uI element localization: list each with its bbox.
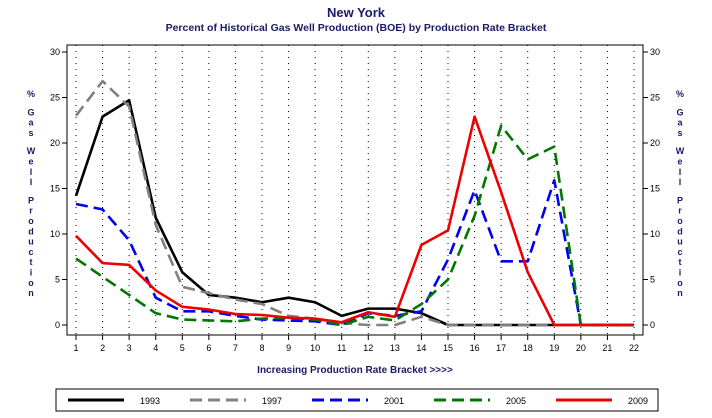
y-axis-label-left: G [27,107,34,117]
y-axis-label-left: r [29,206,33,216]
x-tick-label: 20 [576,343,586,353]
y-axis-label-right: t [679,257,682,267]
y-axis-label-left: W [27,146,36,156]
x-tick-label: 15 [443,343,453,353]
y-axis-label-right: e [677,157,682,167]
x-tick-label: 1 [73,343,78,353]
chart-subtitle: Percent of Historical Gas Well Productio… [166,22,547,34]
x-tick-label: 5 [180,343,185,353]
y-tick-label-right: 5 [650,275,655,285]
x-tick-label: 21 [602,343,612,353]
y-tick-label-right: 30 [650,47,660,57]
y-axis-label-right: s [677,128,682,138]
y-axis-label-left: n [28,288,34,298]
y-axis-label-left: s [28,128,33,138]
y-axis-label-right: o [677,278,683,288]
y-axis-label-left: l [30,177,33,187]
x-tick-label: 4 [153,343,158,353]
y-axis-label-left: P [28,195,34,205]
series-line-2009 [75,115,634,327]
y-axis-label-right: n [677,288,683,298]
legend-label-2005: 2005 [506,396,526,406]
y-axis-label-right: l [679,167,682,177]
y-axis-label-left: a [28,118,34,128]
x-tick-label: 12 [363,343,373,353]
x-tick-label: 2 [100,343,105,353]
y-axis-label-left: c [28,247,33,257]
y-tick-label-left: 0 [55,320,60,330]
y-tick-label-right: 20 [650,138,660,148]
y-axis-label-right: a [677,118,683,128]
axes: 1 2 3 4 5 6 7 8 9 10 11 12 13 14 15 16 17 18 19 20 21 220 05 51… [50,47,660,353]
x-tick-label: 22 [629,343,639,353]
series-line-1997 [74,79,634,327]
x-tick-label: 9 [286,343,291,353]
y-axis-label-right: l [679,177,682,187]
y-axis-label-left: l [30,167,33,177]
y-axis-label-right: u [677,237,683,247]
x-tick-label: 6 [206,343,211,353]
series-line-2005 [75,124,634,327]
y-axis-label-right: c [677,247,682,257]
y-tick-label-right: 15 [650,184,660,194]
y-axis-label-left: u [28,237,34,247]
y-axis-label-left: t [30,257,33,267]
y-axis-label-right: W [676,146,685,156]
y-axis-label-right: % [676,89,684,99]
x-tick-label: 17 [496,343,506,353]
y-tick-label-left: 25 [50,93,60,103]
legend-box [55,388,659,412]
legend-label-2009: 2009 [628,396,648,406]
y-axis-label-left: o [28,278,34,288]
x-tick-label: 18 [523,343,533,353]
y-tick-label-left: 5 [55,275,60,285]
x-tick-label: 19 [549,343,559,353]
x-tick-label: 7 [233,343,238,353]
series-lines [74,79,634,327]
y-axis-label-left: e [28,157,33,167]
legend-label-2001: 2001 [384,396,404,406]
x-tick-label: 16 [470,343,480,353]
legend-label-1997: 1997 [262,396,282,406]
y-tick-label-left: 20 [50,138,60,148]
y-axis-label-left: % [27,89,35,99]
x-axis-label: Increasing Production Rate Bracket >>>> [257,365,453,376]
y-axis-label-left: d [28,226,34,236]
y-tick-label-right: 25 [650,93,660,103]
x-tick-label: 10 [310,343,320,353]
series-line-1993 [74,98,634,327]
y-tick-label-left: 10 [50,229,60,239]
y-axis-label-right: o [677,216,683,226]
x-tick-label: 3 [127,343,132,353]
x-tick-label: 13 [390,343,400,353]
y-tick-label-right: 10 [650,229,660,239]
y-axis-label-left: i [30,268,33,278]
y-axis-label-right: P [677,195,683,205]
y-tick-label-left: 15 [50,184,60,194]
plot-area [66,44,644,336]
y-tick-label-left: 30 [50,47,60,57]
x-tick-label: 11 [337,343,346,353]
y-axis-label-right: G [676,107,683,117]
y-axis-label-right: d [677,226,683,236]
y-tick-label-right: 0 [650,320,655,330]
chart-title: New York [327,5,386,20]
series-line-2001 [75,179,634,327]
legend: 1993 1997 2001 2005 2009 [68,396,648,406]
y-axis-label-right: i [679,268,682,278]
x-tick-label: 14 [416,343,426,353]
y-axis-label-right: r [678,206,682,216]
x-tick-label: 8 [259,343,264,353]
legend-label-1993: 1993 [140,396,160,406]
y-axis-label-left: o [28,216,34,226]
